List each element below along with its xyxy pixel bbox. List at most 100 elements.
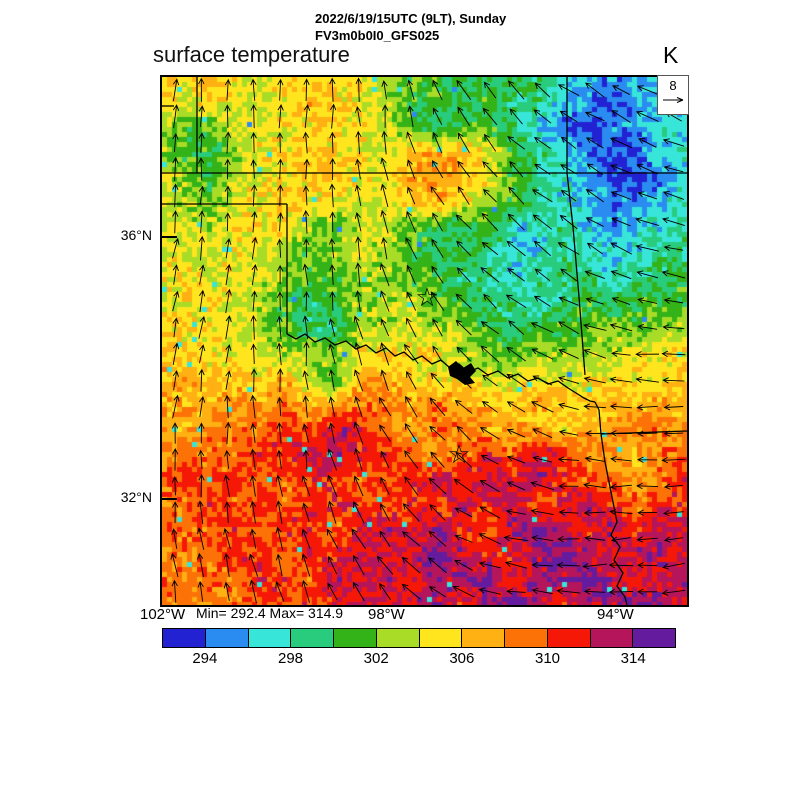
wind-vector-arrow xyxy=(327,555,338,575)
wind-vector-arrow xyxy=(583,349,607,359)
wind-vector-arrow xyxy=(406,264,416,285)
wind-vector-arrow xyxy=(381,130,388,155)
wind-vector-arrow xyxy=(609,323,633,332)
wind-vector-arrow xyxy=(249,528,257,549)
wind-vector-arrow xyxy=(249,500,257,524)
wind-vector-arrow xyxy=(170,552,179,578)
wind-vector-arrow xyxy=(303,104,311,129)
colorbar xyxy=(162,628,676,648)
wind-vector-arrow xyxy=(355,130,362,155)
wind-vector-arrow xyxy=(223,552,230,577)
wind-vector-arrow xyxy=(171,476,179,496)
wind-vector-arrow xyxy=(355,106,362,127)
wind-vector-arrow xyxy=(531,587,553,595)
wind-vector-arrow xyxy=(172,370,179,391)
wind-vector-arrow xyxy=(455,293,472,309)
wind-vector-arrow xyxy=(198,422,205,444)
plot-datetime: 2022/6/19/15UTC (9LT), Sunday xyxy=(315,11,507,26)
wind-vector-arrow xyxy=(611,110,631,124)
wind-vector-arrow xyxy=(482,374,498,387)
wind-vector-arrow xyxy=(250,104,257,129)
wind-vector-arrow xyxy=(532,428,553,439)
temperature-heatmap xyxy=(162,77,687,605)
wind-vector-arrow xyxy=(277,78,284,101)
wind-vector-arrow xyxy=(663,430,684,437)
minmax-stats: Min= 292.4 Max= 314.9 xyxy=(196,605,344,621)
colorbar-segment xyxy=(504,629,547,647)
wind-vector-arrow xyxy=(530,401,554,413)
wind-vector-arrow xyxy=(560,268,577,282)
wind-vector-arrow xyxy=(531,348,554,360)
wind-vector-arrow xyxy=(530,322,554,334)
lon-label-94w: 94°W xyxy=(597,606,634,623)
wind-vector-arrow xyxy=(405,237,418,260)
wind-vector-arrow xyxy=(506,428,526,438)
wind-vector-arrow xyxy=(557,242,580,255)
wind-vector-arrow xyxy=(478,587,501,595)
wind-vector-arrow xyxy=(225,263,232,286)
wind-vector-arrow xyxy=(480,267,500,283)
wind-vector-arrow xyxy=(248,553,259,577)
wind-vector-arrow xyxy=(586,242,603,255)
wind-vector-arrow xyxy=(432,345,443,363)
wind-vector-arrow xyxy=(611,297,631,305)
wind-vector-arrow xyxy=(301,528,311,549)
wind-vector-arrow xyxy=(199,344,206,364)
wind-vector-arrow xyxy=(328,343,336,365)
wind-vector-arrow xyxy=(250,314,257,340)
wind-vector-arrow xyxy=(533,295,551,307)
wind-vector-arrow xyxy=(430,186,445,205)
wind-vector-arrow xyxy=(662,377,685,384)
wind-vector-arrow xyxy=(199,289,206,313)
wind-vector-arrow xyxy=(482,161,498,178)
wind-vector-arrow xyxy=(276,291,284,311)
wind-vector-arrow xyxy=(429,425,446,441)
wind-vector-arrow xyxy=(302,263,309,286)
wind-vector-arrow xyxy=(330,103,337,129)
wind-vector-arrow xyxy=(637,562,658,569)
wind-vector-arrow xyxy=(609,376,633,383)
wind-vector-arrow xyxy=(276,500,283,525)
wind-vector-arrow xyxy=(276,315,283,340)
lon-label-102w: 102°W xyxy=(140,606,186,623)
wind-vector-arrow xyxy=(661,350,686,358)
wind-vector-arrow xyxy=(583,403,606,410)
colorbar-segment xyxy=(333,629,376,647)
wind-vector-arrow xyxy=(583,482,607,489)
lon-label-98w: 98°W xyxy=(368,606,405,623)
colorbar-segment xyxy=(247,629,291,647)
wind-vector-arrow xyxy=(479,506,501,519)
wind-vector-arrow xyxy=(250,159,257,179)
wind-vector-arrow xyxy=(223,474,231,498)
wind-vector-arrow xyxy=(530,508,554,516)
wind-vector-arrow xyxy=(224,185,231,206)
wind-vector-arrow xyxy=(380,342,390,366)
wind-vector-arrow xyxy=(355,236,362,261)
wind-vector-arrow xyxy=(198,77,205,102)
wind-vector-arrow xyxy=(302,502,310,522)
wind-vector-arrow xyxy=(531,562,553,569)
wind-vector-arrow xyxy=(327,474,338,498)
wind-vector-arrow xyxy=(662,190,685,200)
wind-reference-box: 8 xyxy=(657,75,689,115)
wind-vector-arrow xyxy=(482,188,497,203)
wind-reference-value: 8 xyxy=(669,78,677,93)
wind-vector-arrow xyxy=(532,214,553,230)
wind-vector-arrow xyxy=(637,191,658,200)
wind-vector-arrow xyxy=(328,422,335,444)
wind-vector-arrow xyxy=(198,473,205,498)
wind-vector-arrow xyxy=(482,107,498,126)
map-overlay: ☆☆ xyxy=(162,77,687,605)
wind-vector-arrow xyxy=(376,555,394,575)
wind-vector-arrow xyxy=(635,217,660,226)
wind-vector-arrow xyxy=(250,394,257,419)
wind-vector-arrow xyxy=(506,455,526,464)
wind-vector-arrow xyxy=(558,349,579,359)
wind-vector-arrow xyxy=(171,422,179,444)
colorbar-tick-label: 294 xyxy=(192,650,218,667)
wind-vector-arrow xyxy=(534,268,551,282)
colorbar-segment xyxy=(290,629,333,647)
wind-vector-arrow xyxy=(509,108,523,125)
wind-vector-arrow xyxy=(249,474,257,497)
location-star-marker: ☆ xyxy=(447,439,470,469)
